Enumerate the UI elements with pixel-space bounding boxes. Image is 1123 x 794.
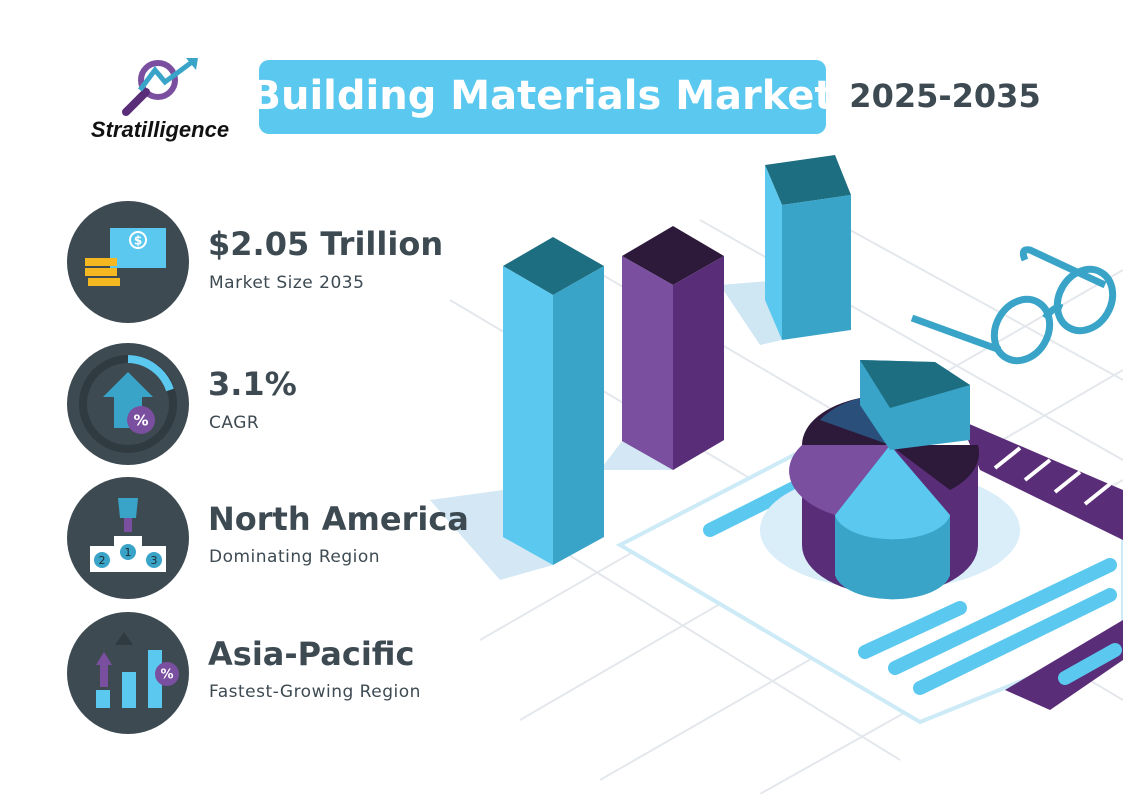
decor-line	[122, 88, 150, 116]
decor-path	[910, 314, 1002, 354]
decor-line	[1058, 643, 1122, 685]
decor-circle	[146, 552, 162, 568]
decor-path	[127, 355, 174, 392]
decor-polygon	[622, 226, 724, 285]
decor-rect	[85, 268, 117, 276]
decor-polygon	[115, 632, 133, 645]
decor-g	[910, 246, 1117, 365]
decor-path	[1019, 246, 1107, 289]
decor-path	[1042, 304, 1064, 321]
decor-path	[835, 445, 950, 540]
decor-path	[118, 498, 138, 518]
decor-circle	[127, 406, 155, 434]
decor-polyline	[138, 59, 194, 92]
decor-ellipse	[1053, 265, 1117, 335]
decor-line	[858, 601, 967, 659]
decor-line	[888, 558, 1117, 675]
stat-label: Dominating Region	[209, 547, 380, 567]
decor-line	[913, 588, 1117, 695]
decor-line	[1023, 458, 1052, 482]
decor-circle	[138, 60, 178, 100]
decor-path	[835, 515, 950, 600]
icon-text: 3	[151, 554, 158, 567]
decor-g	[703, 478, 1122, 695]
decor-rect	[100, 665, 108, 687]
decor-circle	[94, 552, 110, 568]
decor-line	[1053, 470, 1082, 494]
stat-value: North America	[208, 500, 469, 538]
decor-polygon	[673, 256, 724, 470]
decor-ellipse	[990, 295, 1054, 365]
logo: Stratilligence	[91, 58, 229, 142]
decor-polygon	[1005, 620, 1123, 710]
decor-rect	[148, 650, 162, 708]
stat-label: CAGR	[209, 413, 259, 433]
decor-circle	[129, 231, 147, 249]
icon-text: 2	[99, 554, 106, 567]
decor-polygon	[96, 652, 112, 665]
logo-text: Stratilligence	[91, 117, 229, 142]
decor-rect	[96, 690, 110, 708]
period: 2025-2035	[849, 77, 1040, 115]
decor-polygon	[503, 266, 553, 565]
decor-rect	[124, 518, 132, 532]
decor-polygon	[765, 155, 851, 205]
decor-polygon	[553, 266, 604, 565]
decor-line	[993, 446, 1022, 470]
decor-polygon	[860, 360, 970, 408]
decor-path	[789, 445, 890, 515]
icon-text: %	[160, 668, 173, 683]
stat-value: Asia-Pacific	[208, 635, 414, 673]
decor-polygon	[186, 58, 198, 70]
stat-value: 3.1%	[208, 365, 297, 403]
decor-rect	[88, 278, 120, 286]
icon-text: $	[134, 234, 142, 248]
title-box	[259, 60, 826, 134]
decor-line	[1083, 482, 1112, 506]
decor-rect	[122, 672, 136, 708]
decor-circle	[120, 544, 136, 560]
decor-rect	[85, 258, 117, 266]
decor-path	[890, 445, 980, 490]
decor-polygon	[430, 490, 553, 580]
decor-g	[993, 446, 1112, 506]
decor-circle	[155, 662, 179, 686]
decor-polygon	[765, 165, 782, 340]
decor-line	[703, 478, 807, 537]
stat-value: $2.05 Trillion	[208, 225, 443, 263]
stat-label: Market Size 2035	[209, 273, 364, 293]
title: Building Materials Market	[251, 73, 834, 119]
decor-line	[849, 229, 1123, 381]
stat-label: Fastest-Growing Region	[209, 682, 421, 702]
decor-polygon	[782, 195, 851, 340]
icon-text: %	[133, 412, 148, 430]
decor-path	[820, 398, 890, 445]
decor-polygon	[503, 237, 604, 295]
icon-text: 1	[125, 546, 132, 559]
decor-polygon	[622, 256, 673, 470]
decor-polygon	[960, 420, 1123, 540]
